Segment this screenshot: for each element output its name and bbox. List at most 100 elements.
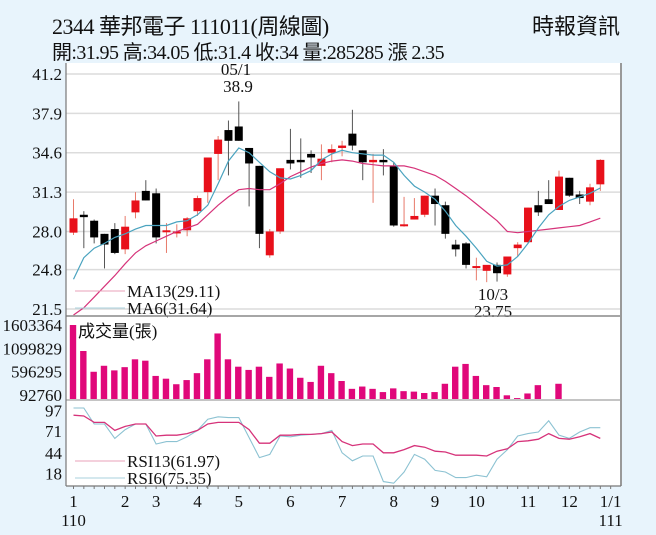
candle-up (410, 215, 419, 220)
candle-up (214, 139, 223, 154)
candle-down (141, 190, 150, 201)
volume-bar (348, 388, 356, 399)
price-axis-tick: 31.3 (32, 183, 62, 202)
candle-up (327, 149, 336, 153)
x-axis-label: 4 (193, 492, 202, 511)
price-axis-tick: 24.8 (32, 261, 62, 280)
volume-bar (245, 369, 252, 399)
candle-up (265, 231, 274, 256)
volume-bar (379, 392, 387, 399)
x-axis-label: 12 (561, 492, 578, 511)
candle-up (172, 231, 181, 234)
low-date-label: 10/3 (478, 285, 508, 304)
price-axis-tick: 34.6 (32, 144, 62, 163)
volume-bar (493, 387, 500, 399)
ma6-legend-label: MA6(31.64) (127, 299, 212, 318)
volume-axis-tick: 92760 (20, 386, 63, 405)
rsi-axis-tick: 44 (45, 444, 63, 463)
ma13-legend-label: MA13(29.11) (127, 282, 220, 301)
x-axis-label: 9 (431, 492, 440, 511)
candle-up (193, 198, 202, 212)
candle-up (555, 176, 564, 210)
volume-bar (369, 388, 376, 399)
volume-bar (121, 367, 128, 399)
volume-bar (276, 363, 283, 399)
candle-up (276, 168, 285, 232)
x-axis-year-label: 110 (61, 511, 86, 530)
candle-up (596, 159, 605, 185)
candle-up (524, 207, 533, 243)
x-axis-label: 6 (286, 492, 295, 511)
volume-bar (307, 381, 314, 399)
x-axis-label: 2 (121, 492, 130, 511)
volume-bar (173, 384, 180, 399)
volume-bar (80, 351, 87, 399)
volume-bar (390, 388, 397, 399)
candle-down (286, 159, 295, 164)
volume-bar (224, 359, 232, 399)
candle-down (534, 205, 543, 213)
candle-down (79, 214, 88, 218)
volume-bar (524, 393, 531, 399)
volume-bar (235, 366, 242, 399)
price-axis-tick: 21.5 (32, 300, 62, 319)
volume-bar (142, 360, 149, 399)
candle-down (493, 264, 502, 274)
volume-bar (441, 383, 449, 399)
volume-bar (69, 325, 77, 399)
x-axis-label: 3 (152, 492, 161, 511)
candle-down (544, 199, 553, 205)
candle-down (224, 130, 233, 141)
price-axis-tick: 28.0 (32, 222, 62, 241)
candle-up (203, 157, 212, 193)
plot-background (66, 63, 621, 486)
volume-bar (183, 380, 190, 399)
candle-up (400, 224, 409, 227)
volume-bar (328, 373, 335, 399)
volume-bar (472, 375, 480, 399)
volume-bar (483, 385, 490, 399)
volume-bar (255, 366, 263, 399)
rsi6-line (73, 407, 601, 484)
candle-down (255, 165, 264, 234)
candle-up (69, 218, 78, 233)
candle-down (462, 243, 471, 265)
volume-title: 成交量(張) (78, 322, 157, 341)
volume-bar (297, 377, 304, 399)
rsi6-legend-label: RSI6(75.35) (127, 469, 212, 488)
volume-bar (452, 366, 459, 399)
volume-bar (410, 391, 418, 399)
volume-bar (100, 365, 108, 399)
volume-bar (162, 378, 170, 399)
x-axis-label: 1 (69, 492, 78, 511)
candle-up (513, 244, 522, 249)
candle-up (369, 159, 378, 163)
x-axis-year-label: 111 (599, 511, 623, 530)
candle-down (379, 159, 388, 163)
candle-down (152, 193, 161, 238)
volume-bar (400, 391, 407, 399)
candle-down (348, 133, 357, 146)
candle-down (358, 150, 367, 163)
candle-up (472, 266, 481, 269)
x-axis-label: 10 (468, 492, 485, 511)
volume-bar (462, 363, 469, 399)
candle-down (575, 194, 584, 199)
candle-up (317, 158, 326, 166)
candle-down (307, 153, 316, 158)
candle-down (234, 126, 243, 141)
candle-up (131, 200, 140, 213)
ma6-line (72, 147, 601, 280)
candle-up (121, 226, 130, 250)
candle-up (338, 145, 347, 148)
x-axis-label: 11 (520, 492, 536, 511)
volume-bar (338, 381, 345, 399)
candle-down (565, 177, 574, 196)
volume-bar (204, 359, 211, 399)
x-axis-label: 1/1 (600, 492, 622, 511)
volume-bar (317, 365, 325, 399)
rsi-axis-tick: 97 (45, 401, 63, 420)
volume-bar (266, 376, 273, 399)
volume-bar (90, 371, 97, 399)
